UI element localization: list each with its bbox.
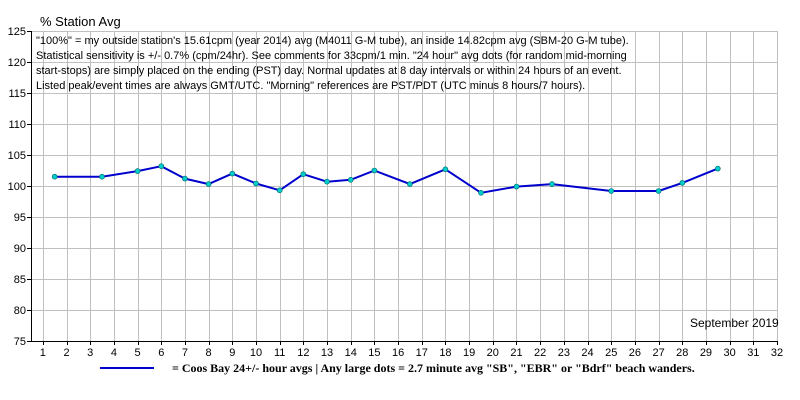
data-point bbox=[407, 181, 413, 187]
x-tick-label: 19 bbox=[463, 347, 475, 359]
axes bbox=[27, 31, 778, 345]
legend: = Coos Bay 24+/- hour avgs | Any large d… bbox=[100, 361, 695, 375]
x-tick-label: 32 bbox=[771, 347, 783, 359]
data-point bbox=[99, 173, 105, 180]
data-point bbox=[714, 165, 721, 172]
x-tick-label: 20 bbox=[487, 347, 499, 359]
data-point bbox=[549, 181, 555, 187]
data-point bbox=[134, 168, 141, 174]
y-tick-label: 120 bbox=[8, 57, 26, 69]
x-tick-label: 11 bbox=[274, 347, 285, 359]
x-tick-label: 10 bbox=[250, 347, 262, 359]
x-tick-label: 3 bbox=[87, 347, 93, 359]
chart-title: % Station Avg bbox=[40, 14, 121, 29]
data-point bbox=[478, 190, 484, 196]
y-tick-label: 105 bbox=[8, 150, 26, 162]
x-tick-label: 31 bbox=[747, 347, 759, 359]
y-tick-label: 90 bbox=[14, 243, 26, 255]
data-point bbox=[679, 180, 686, 186]
x-tick-label: 27 bbox=[652, 347, 664, 359]
y-tick-label: 125 bbox=[8, 26, 26, 38]
x-tick-label: 23 bbox=[558, 347, 570, 359]
note-line-4: Listed peak/event times are always GMT/U… bbox=[36, 80, 585, 92]
data-point bbox=[324, 178, 330, 185]
chart-notes: "100%" = my outside station's 15.61cpm (… bbox=[36, 35, 629, 92]
data-point bbox=[158, 163, 165, 169]
x-tick-label: 13 bbox=[321, 347, 333, 359]
x-tick-label: 24 bbox=[581, 347, 593, 359]
x-tick-label: 4 bbox=[111, 347, 117, 359]
x-tick-label: 21 bbox=[510, 347, 522, 359]
data-point bbox=[442, 166, 449, 173]
legend-label: = Coos Bay 24+/- hour avgs | Any large d… bbox=[172, 361, 695, 375]
x-tick-label: 29 bbox=[700, 347, 712, 359]
data-point bbox=[182, 175, 188, 182]
y-tick-label: 115 bbox=[8, 88, 26, 100]
x-tick-label: 1 bbox=[40, 347, 46, 359]
data-point bbox=[655, 188, 662, 194]
data-point bbox=[51, 173, 58, 180]
x-tick-label: 2 bbox=[63, 347, 69, 359]
y-tick-label: 95 bbox=[14, 212, 26, 224]
series bbox=[51, 163, 721, 196]
x-tick-label: 28 bbox=[676, 347, 688, 359]
grid bbox=[31, 31, 778, 342]
x-tick-label: 18 bbox=[439, 347, 451, 359]
data-point bbox=[300, 171, 307, 177]
data-point bbox=[229, 170, 236, 177]
y-tick-label: 85 bbox=[14, 274, 26, 286]
note-line-2: Statistical sensitivity is +/- 0.7% (cpm… bbox=[36, 50, 627, 62]
y-tick-label: 80 bbox=[14, 305, 26, 317]
x-tick-label: 22 bbox=[534, 347, 546, 359]
x-tick-label: 14 bbox=[345, 347, 357, 359]
data-point bbox=[276, 187, 283, 194]
x-tick-label: 8 bbox=[206, 347, 212, 359]
x-tick-label: 12 bbox=[297, 347, 309, 359]
x-tick-label: 25 bbox=[605, 347, 617, 359]
data-point bbox=[608, 188, 615, 194]
x-tick-label: 15 bbox=[368, 347, 380, 359]
period-label: September 2019 bbox=[690, 316, 779, 330]
x-tick-label: 5 bbox=[135, 347, 141, 359]
y-tick-label: 110 bbox=[8, 119, 26, 131]
series-line bbox=[54, 165, 719, 194]
x-tick-label: 30 bbox=[724, 347, 736, 359]
data-point bbox=[513, 183, 520, 190]
y-tick-label: 75 bbox=[14, 336, 26, 348]
note-line-1: "100%" = my outside station's 15.61cpm (… bbox=[36, 35, 629, 47]
note-line-3: start-stops) are simply placed on the en… bbox=[36, 65, 622, 77]
data-point bbox=[205, 181, 212, 187]
y-tick-label: 100 bbox=[8, 181, 26, 193]
x-tick-label: 6 bbox=[158, 347, 164, 359]
x-tick-label: 17 bbox=[416, 347, 428, 359]
x-tick-label: 9 bbox=[229, 347, 235, 359]
x-tick-label: 16 bbox=[392, 347, 404, 359]
tick-labels: 1 2 3 4 5 6 7 8 9 10 11 12 13 14 15 16 17 18 19 20 21 22 23 24 2… bbox=[8, 26, 783, 359]
x-tick-label: 7 bbox=[182, 347, 188, 359]
data-point bbox=[347, 177, 354, 183]
x-tick-label: 26 bbox=[629, 347, 641, 359]
data-point bbox=[371, 167, 378, 174]
data-point bbox=[253, 180, 259, 187]
